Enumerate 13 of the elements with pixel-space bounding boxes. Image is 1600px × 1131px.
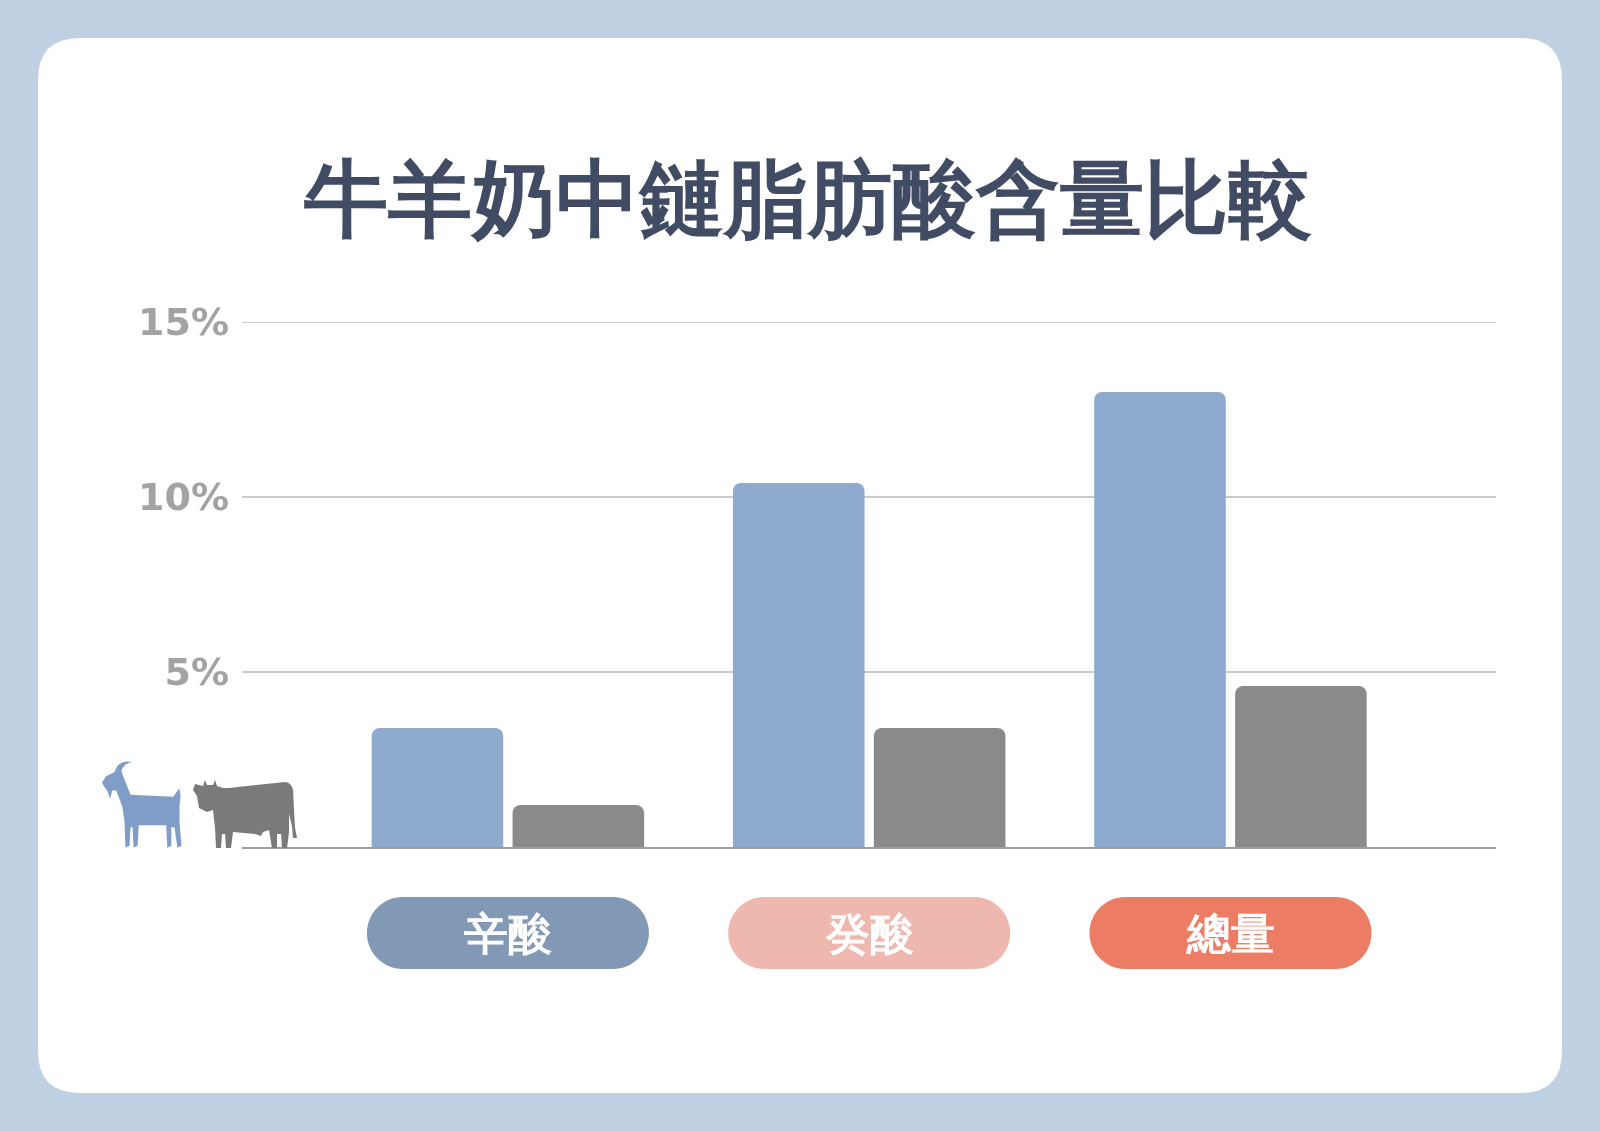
bar <box>873 728 1006 847</box>
bar <box>371 728 504 847</box>
chart-title: 牛羊奶中鏈脂肪酸含量比較 <box>304 150 1312 249</box>
bar <box>732 483 865 847</box>
bar <box>512 805 645 847</box>
y-tick-label: 15% <box>138 300 229 345</box>
x-tick-label: 總量 <box>1185 908 1275 959</box>
bar <box>1094 392 1226 847</box>
bar <box>1235 686 1367 847</box>
y-tick-label: 5% <box>164 650 229 695</box>
x-tick-label: 癸酸 <box>825 908 914 959</box>
x-tick-label: 辛酸 <box>463 908 552 959</box>
y-tick-label: 10% <box>138 475 229 520</box>
